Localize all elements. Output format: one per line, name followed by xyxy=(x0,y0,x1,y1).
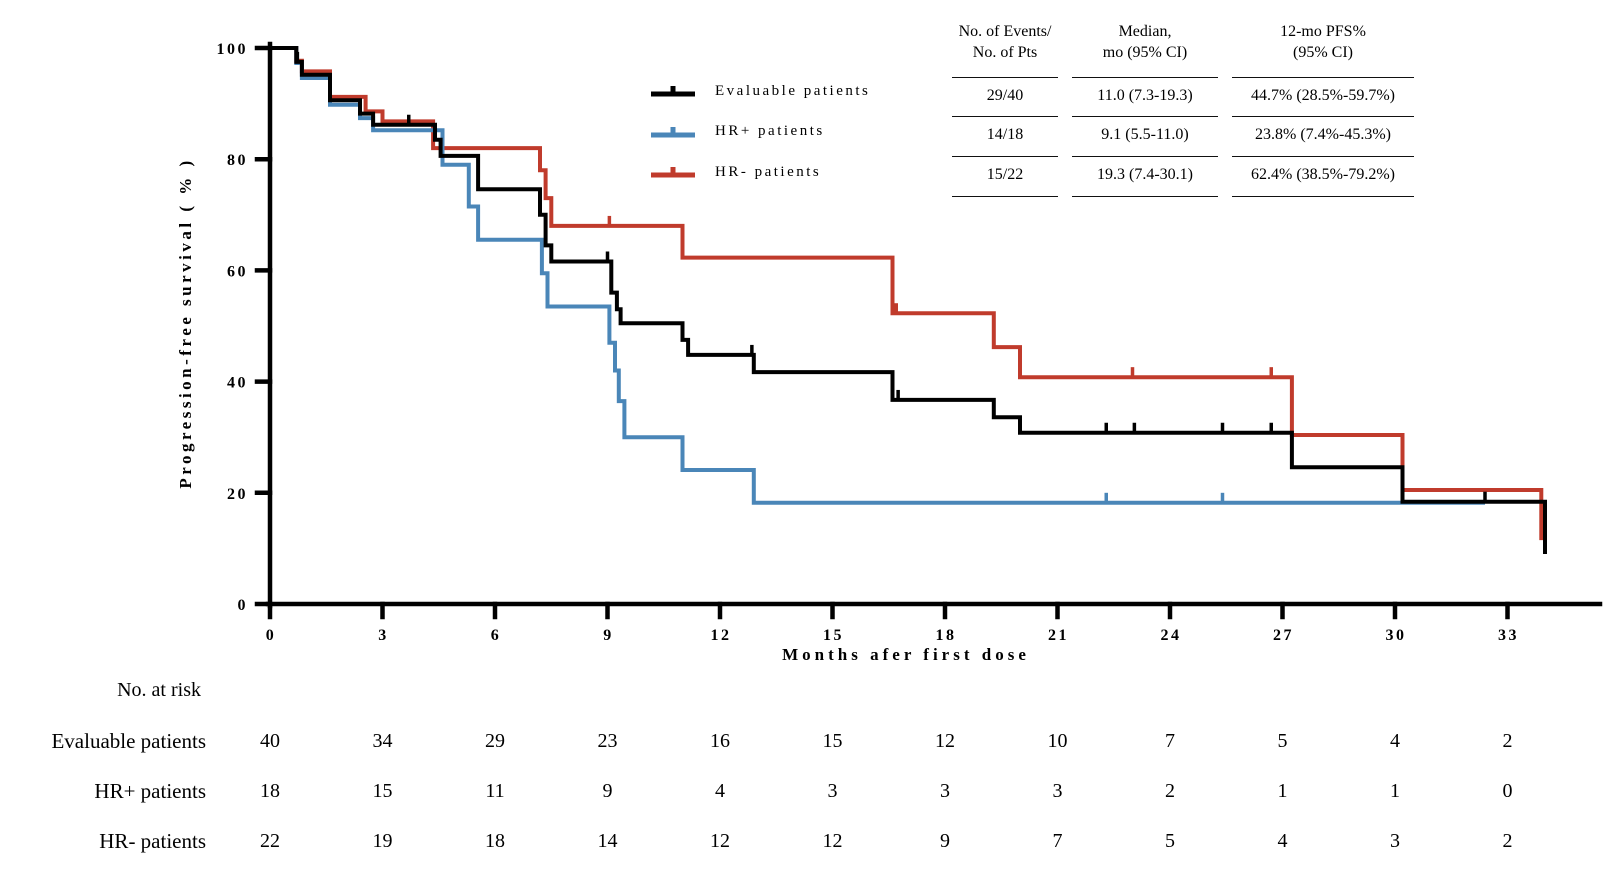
svg-text:11: 11 xyxy=(485,780,504,802)
legend-label: Evaluable patients xyxy=(715,82,871,99)
events-cell: 15/22 xyxy=(952,157,1058,197)
svg-text:14: 14 xyxy=(598,830,618,852)
at-risk-row-label-hr-minus: HR- patients xyxy=(99,829,206,853)
events-cell: 14/18 xyxy=(952,117,1058,158)
median-cell: 19.3 (7.4-30.1) xyxy=(1072,157,1218,197)
svg-text:33: 33 xyxy=(1498,627,1519,644)
km-line-key-icon xyxy=(651,86,695,97)
svg-text:3: 3 xyxy=(378,627,389,644)
svg-text:100: 100 xyxy=(217,41,249,58)
median-cell: 9.1 (5.5-11.0) xyxy=(1072,117,1218,158)
svg-text:34: 34 xyxy=(373,730,393,752)
legend-item-hr-minus: HR- patients xyxy=(648,152,870,193)
svg-text:3: 3 xyxy=(1390,830,1400,852)
legend-item-hr-plus: HR+ patients xyxy=(648,112,870,153)
at-risk-row-label-hr-plus: HR+ patients xyxy=(94,779,206,803)
svg-text:15: 15 xyxy=(823,730,843,752)
km-series-evaluable-patients xyxy=(270,46,1547,554)
stats-row-hr-minus: 15/22 19.3 (7.4-30.1) 62.4% (38.5%-79.2%… xyxy=(952,157,1414,197)
legend-label: HR- patients xyxy=(715,163,822,180)
svg-text:0: 0 xyxy=(1503,780,1513,802)
svg-text:24: 24 xyxy=(1161,627,1182,644)
svg-text:30: 30 xyxy=(1386,627,1407,644)
svg-text:2: 2 xyxy=(1503,730,1513,752)
svg-text:3: 3 xyxy=(1053,780,1063,802)
at-risk-row-label-evaluable: Evaluable patients xyxy=(51,729,206,753)
svg-text:16: 16 xyxy=(710,730,730,752)
svg-text:0: 0 xyxy=(238,597,249,614)
at-risk-counts-row: 40 34 29 23 16 15 12 10 7 5 4 2 xyxy=(260,730,1513,752)
svg-text:15: 15 xyxy=(373,780,393,802)
svg-text:4: 4 xyxy=(715,780,725,802)
events-cell: 29/40 xyxy=(952,78,1058,118)
pfs-cell: 44.7% (28.5%-59.7%) xyxy=(1232,78,1414,118)
at-risk-counts-row: 18 15 11 9 4 3 3 3 2 1 1 0 xyxy=(260,780,1513,802)
svg-text:18: 18 xyxy=(485,830,505,852)
y-axis-title: Progression-free survival ( % ) xyxy=(176,157,195,489)
stats-row-evaluable: 29/40 11.0 (7.3-19.3) 44.7% (28.5%-59.7%… xyxy=(952,78,1414,118)
svg-text:15: 15 xyxy=(823,627,844,644)
axes xyxy=(254,41,1603,620)
svg-text:5: 5 xyxy=(1165,830,1175,852)
svg-text:60: 60 xyxy=(227,263,248,280)
svg-text:1: 1 xyxy=(1278,780,1288,802)
svg-text:40: 40 xyxy=(227,375,248,392)
svg-text:9: 9 xyxy=(940,830,950,852)
legend: Evaluable patients HR+ patients HR- pati… xyxy=(648,71,870,193)
stats-header-pfs: 12-mo PFS% (95% CI) xyxy=(1232,20,1414,78)
x-axis-title: Months afer first dose xyxy=(782,645,1030,664)
at-risk-title: No. at risk xyxy=(117,679,201,701)
svg-text:22: 22 xyxy=(260,830,280,852)
svg-text:1: 1 xyxy=(1390,780,1400,802)
svg-text:5: 5 xyxy=(1278,730,1288,752)
pfs-cell: 23.8% (7.4%-45.3%) xyxy=(1232,117,1414,158)
km-curve xyxy=(270,46,1547,554)
svg-text:12: 12 xyxy=(710,830,730,852)
svg-text:6: 6 xyxy=(491,627,502,644)
svg-text:7: 7 xyxy=(1053,830,1063,852)
svg-text:4: 4 xyxy=(1278,830,1288,852)
at-risk-counts-row: 22 19 18 14 12 12 9 7 5 4 3 2 xyxy=(260,830,1513,852)
svg-text:29: 29 xyxy=(485,730,505,752)
svg-text:40: 40 xyxy=(260,730,280,752)
svg-text:9: 9 xyxy=(603,780,613,802)
svg-text:3: 3 xyxy=(828,780,838,802)
x-tick-labels: 0 3 6 9 12 15 18 21 24 27 30 33 xyxy=(266,627,1519,644)
svg-text:12: 12 xyxy=(823,830,843,852)
svg-text:12: 12 xyxy=(935,730,955,752)
km-line-key-icon xyxy=(651,126,695,138)
svg-text:9: 9 xyxy=(603,627,614,644)
pfs-cell: 62.4% (38.5%-79.2%) xyxy=(1232,157,1414,197)
svg-text:19: 19 xyxy=(373,830,393,852)
svg-text:7: 7 xyxy=(1165,730,1175,752)
svg-text:4: 4 xyxy=(1390,730,1400,752)
svg-text:10: 10 xyxy=(1048,730,1068,752)
stats-table: No. of Events/ No. of Pts Median, mo (95… xyxy=(938,20,1428,197)
svg-text:2: 2 xyxy=(1503,830,1513,852)
stats-header-median: Median, mo (95% CI) xyxy=(1072,20,1218,78)
svg-text:80: 80 xyxy=(227,152,248,169)
km-line-key-icon xyxy=(651,167,695,178)
stats-header-events: No. of Events/ No. of Pts xyxy=(952,20,1058,78)
median-cell: 11.0 (7.3-19.3) xyxy=(1072,78,1218,118)
legend-label: HR+ patients xyxy=(715,123,825,140)
svg-text:18: 18 xyxy=(936,627,957,644)
svg-text:2: 2 xyxy=(1165,780,1175,802)
svg-text:3: 3 xyxy=(940,780,950,802)
y-tick-labels: 0 20 40 60 80 100 xyxy=(217,41,249,614)
svg-text:18: 18 xyxy=(260,780,280,802)
stats-row-hr-plus: 14/18 9.1 (5.5-11.0) 23.8% (7.4%-45.3%) xyxy=(952,117,1414,158)
svg-text:27: 27 xyxy=(1273,627,1294,644)
svg-text:23: 23 xyxy=(598,730,618,752)
svg-text:0: 0 xyxy=(266,627,277,644)
legend-item-evaluable: Evaluable patients xyxy=(648,71,870,112)
svg-text:20: 20 xyxy=(227,486,248,503)
svg-text:12: 12 xyxy=(711,627,732,644)
svg-text:21: 21 xyxy=(1048,627,1069,644)
